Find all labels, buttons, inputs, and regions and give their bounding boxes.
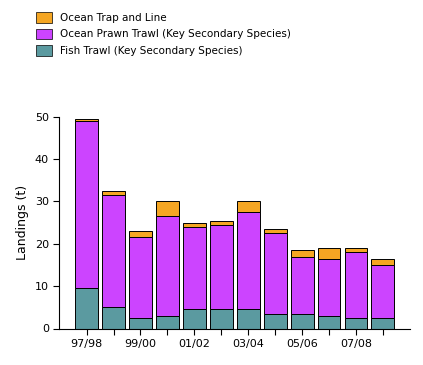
Bar — [75, 288, 98, 328]
Bar — [102, 307, 125, 328]
Bar — [291, 257, 313, 314]
Bar — [129, 231, 152, 238]
Bar — [129, 318, 152, 329]
Bar — [291, 314, 313, 328]
Legend: Ocean Trap and Line, Ocean Prawn Trawl (Key Secondary Species), Fish Trawl (Key : Ocean Trap and Line, Ocean Prawn Trawl (… — [36, 12, 291, 56]
Bar — [75, 121, 98, 288]
Bar — [344, 252, 368, 318]
Bar — [264, 229, 287, 233]
Bar — [237, 310, 260, 328]
Bar — [291, 250, 313, 257]
Bar — [371, 318, 394, 329]
Bar — [344, 318, 368, 329]
Bar — [318, 259, 341, 316]
Bar — [75, 119, 98, 121]
Bar — [102, 191, 125, 195]
Bar — [371, 259, 394, 265]
Bar — [210, 220, 233, 225]
Bar — [183, 223, 206, 227]
Bar — [183, 310, 206, 328]
Bar — [102, 195, 125, 307]
Bar — [264, 233, 287, 314]
Bar — [237, 212, 260, 310]
Bar — [318, 248, 341, 259]
Bar — [183, 227, 206, 310]
Bar — [156, 201, 179, 216]
Bar — [318, 316, 341, 329]
Bar — [156, 316, 179, 329]
Bar — [210, 225, 233, 310]
Bar — [210, 310, 233, 328]
Y-axis label: Landings (t): Landings (t) — [16, 185, 29, 260]
Bar — [129, 238, 152, 318]
Bar — [156, 216, 179, 316]
Bar — [344, 248, 368, 252]
Bar — [264, 314, 287, 328]
Bar — [237, 201, 260, 212]
Bar — [371, 265, 394, 318]
